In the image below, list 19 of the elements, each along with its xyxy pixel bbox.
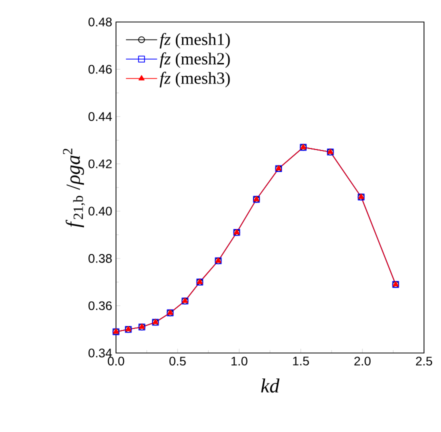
y-tick-label: 0.44 — [88, 112, 112, 121]
x-axis-title: kd — [261, 378, 280, 393]
x-tick-label: 1.5 — [293, 356, 309, 366]
y-tick-label: 0.34 — [88, 348, 112, 358]
x-tick-label: 2.5 — [416, 356, 432, 366]
legend-label: fz (mesh2) — [160, 52, 230, 68]
x-tick-label: 0.5 — [169, 356, 186, 366]
y-tick-label: 0.40 — [88, 206, 112, 216]
x-tick-label: 0.0 — [108, 356, 124, 366]
x-tick-label: 2.0 — [354, 356, 371, 366]
legend-label: fz (mesh3) — [160, 72, 230, 88]
x-tick-label: 1.0 — [231, 356, 248, 366]
y-tick-label: 0.36 — [88, 301, 112, 310]
y-tick-label: 0.48 — [88, 18, 112, 26]
y-tick-label: 0.42 — [88, 159, 112, 168]
y-tick-label: 0.38 — [88, 254, 112, 263]
y-axis-title: f$_{21,b}$ /ρga$^{2}$ — [63, 148, 85, 228]
y-tick-label: 0.46 — [88, 64, 112, 74]
legend-label: fz (mesh1) — [160, 33, 230, 49]
